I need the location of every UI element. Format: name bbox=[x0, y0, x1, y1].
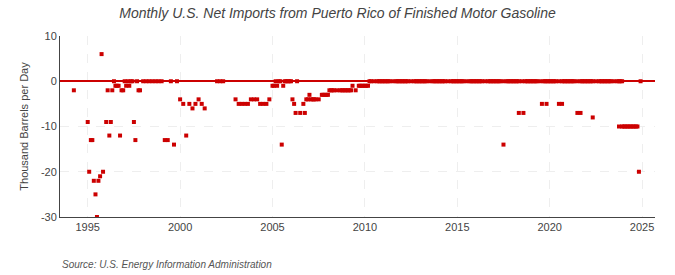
svg-text:-10: -10 bbox=[41, 120, 57, 132]
svg-text:Thousand Barrels per Day: Thousand Barrels per Day bbox=[18, 62, 30, 191]
svg-text:0: 0 bbox=[51, 75, 57, 87]
svg-text:1995: 1995 bbox=[75, 221, 99, 233]
svg-text:Source: U.S. Energy Informatio: Source: U.S. Energy Information Administ… bbox=[62, 259, 272, 270]
svg-text:-20: -20 bbox=[41, 166, 57, 178]
svg-text:2015: 2015 bbox=[445, 221, 469, 233]
svg-text:-30: -30 bbox=[41, 211, 57, 223]
svg-text:2005: 2005 bbox=[260, 221, 284, 233]
svg-text:2010: 2010 bbox=[353, 221, 377, 233]
svg-text:2000: 2000 bbox=[168, 221, 192, 233]
svg-text:Monthly U.S. Net Imports from: Monthly U.S. Net Imports from Puerto Ric… bbox=[119, 5, 556, 21]
svg-text:2020: 2020 bbox=[537, 221, 561, 233]
svg-text:2025: 2025 bbox=[630, 221, 654, 233]
svg-text:10: 10 bbox=[45, 30, 57, 42]
